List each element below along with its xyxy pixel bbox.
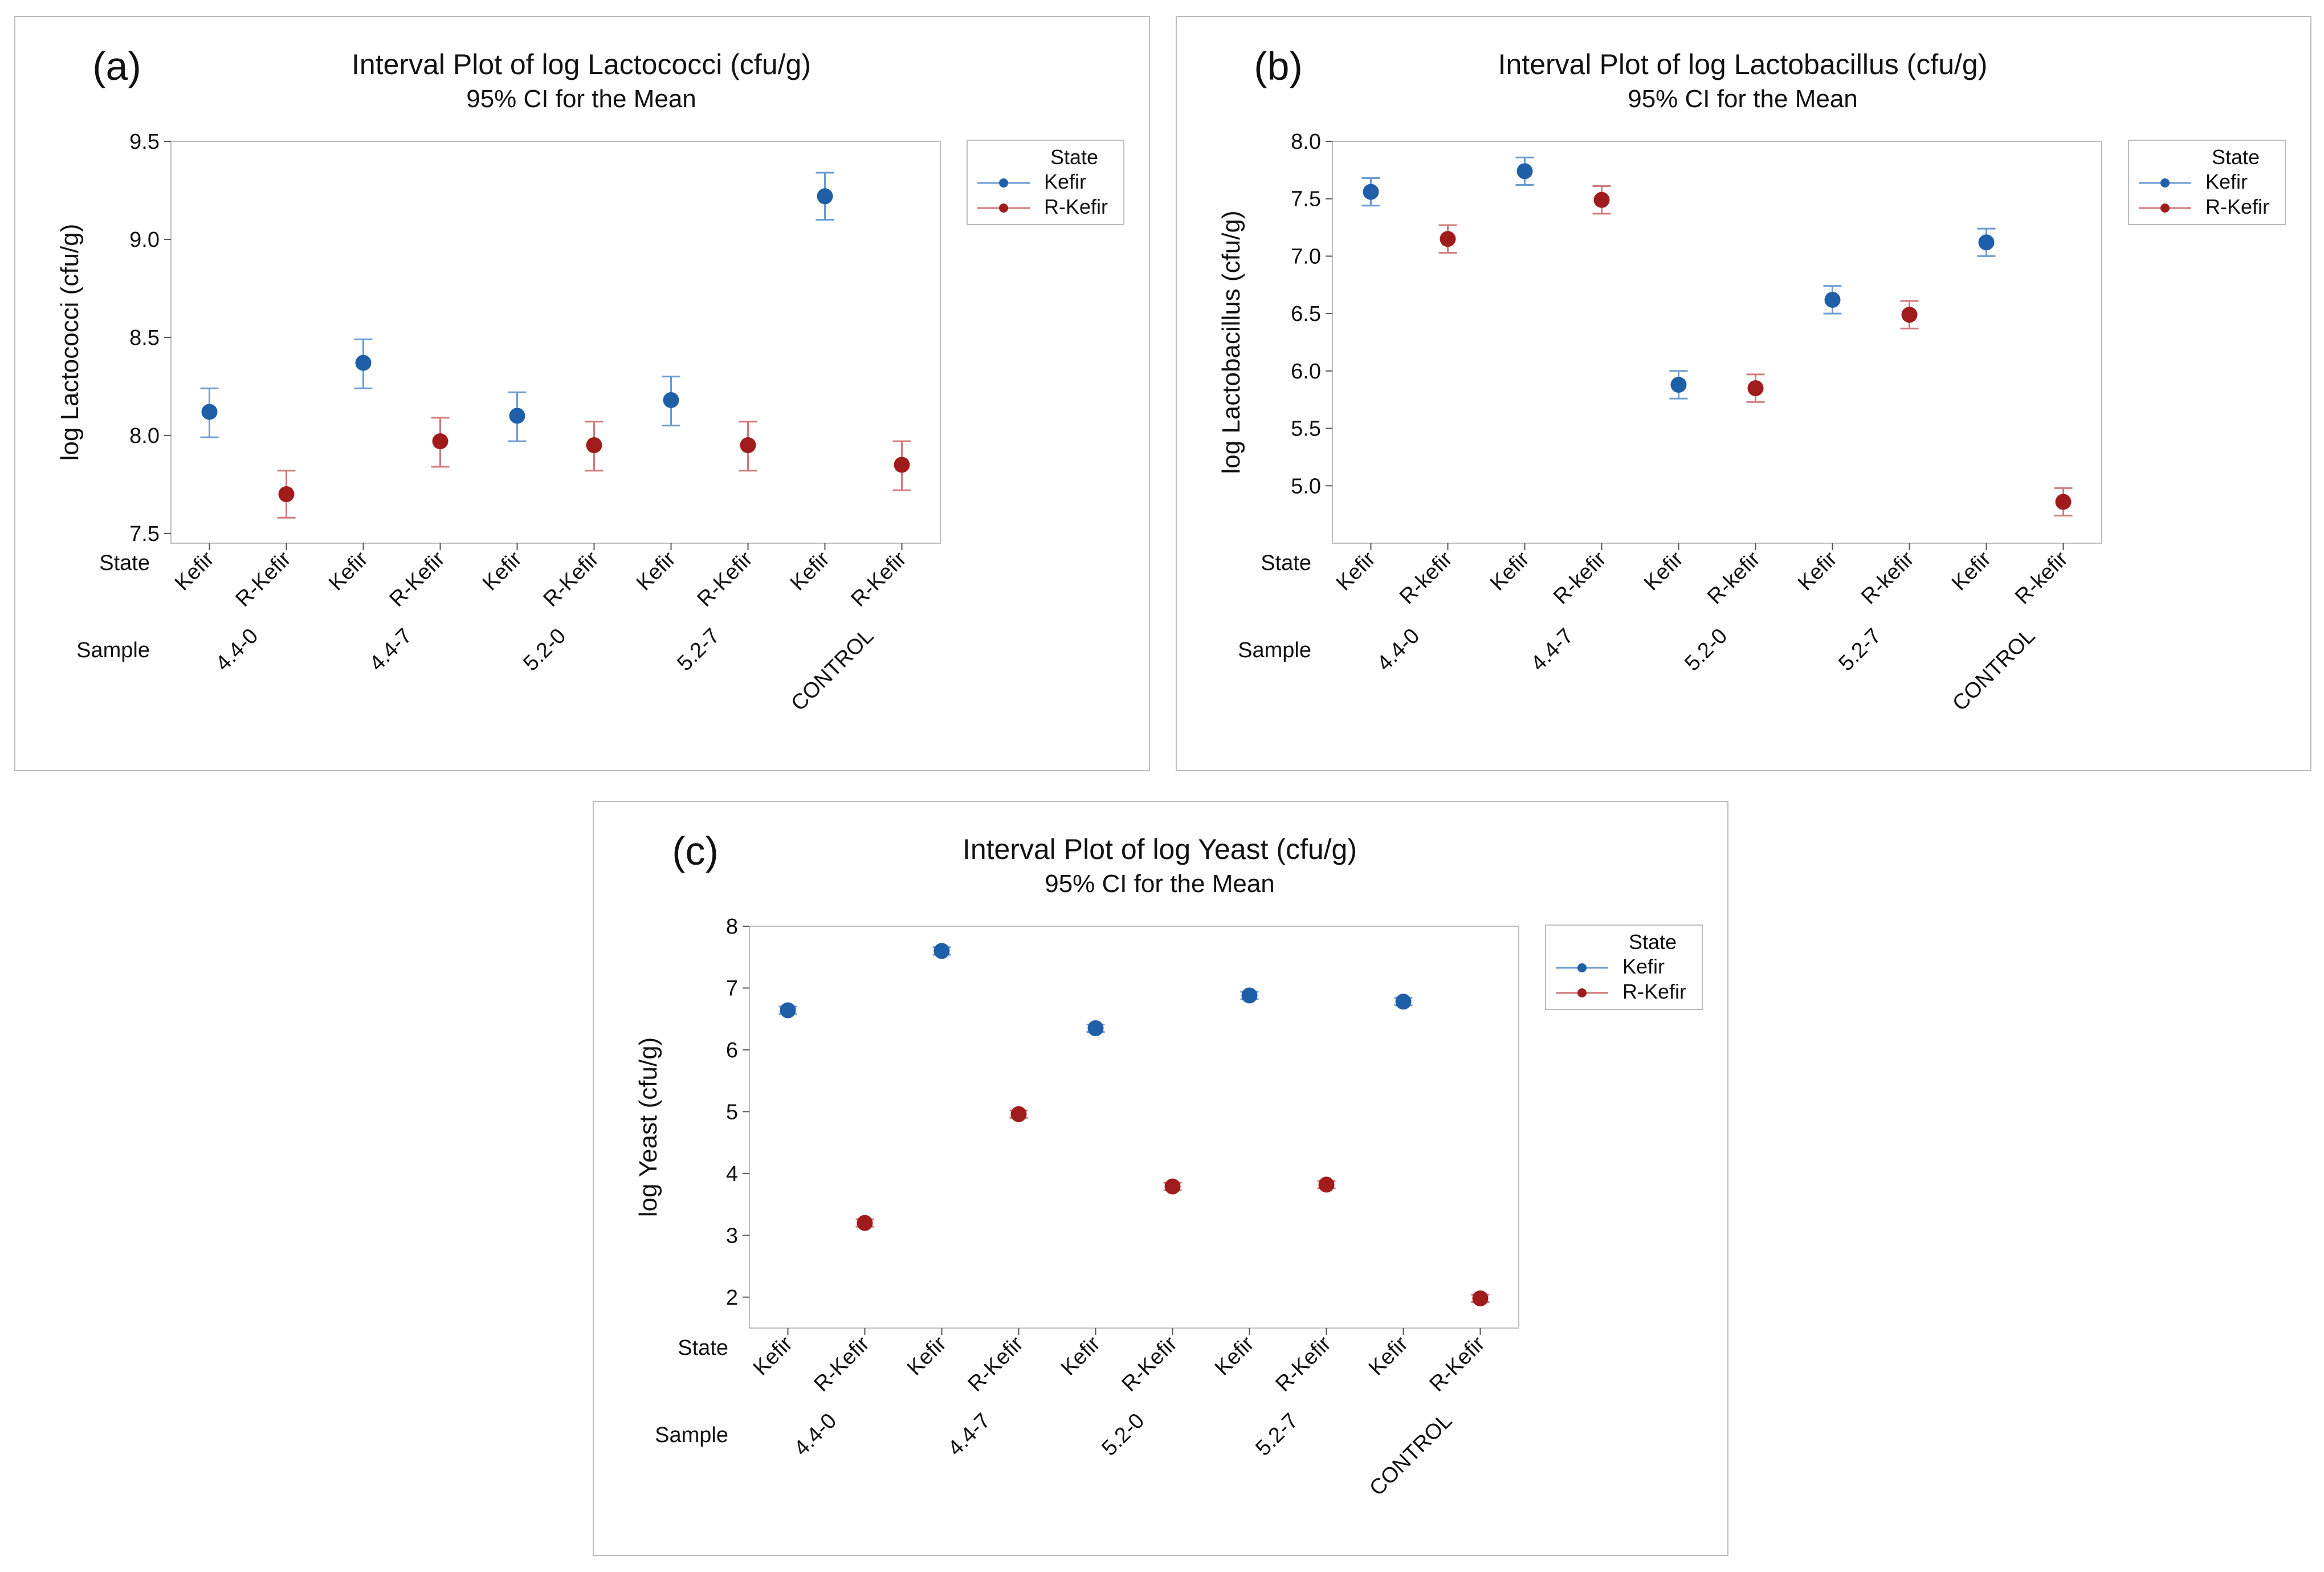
y-tick-label: 6.5 [1291, 302, 1321, 326]
mean-point-kefir [933, 943, 950, 959]
mean-point-kefir [509, 408, 525, 424]
mean-point-r-kefir [432, 433, 449, 450]
y-axis-label: log Yeast (cfu/g) [634, 1037, 662, 1217]
y-tick-label: 4 [726, 1162, 738, 1186]
y-tick-label: 7 [726, 976, 738, 1000]
y-tick-label: 6 [726, 1039, 738, 1062]
legend-item-label: Kefir [1044, 170, 1086, 193]
legend-item-label: R-Kefir [2205, 195, 2269, 218]
y-tick-label: 9.5 [129, 130, 160, 154]
mean-point-kefir [1978, 234, 1995, 251]
mean-point-r-kefir [857, 1215, 873, 1231]
mean-point-r-kefir [1010, 1106, 1027, 1122]
legend-item-label: Kefir [2205, 170, 2248, 193]
legend-marker-r-kefir [1577, 988, 1587, 997]
interval-plot-yeast: (c) Interval Plot of log Yeast (cfu/g) 95%… [593, 801, 1728, 1556]
chart-title: Interval Plot of log Lactobacillus (cfu/… [1498, 48, 1988, 80]
legend-marker-kefir [2160, 178, 2170, 188]
state-row-label: State [99, 551, 150, 575]
y-tick-label: 2 [726, 1286, 738, 1310]
legend-marker-r-kefir [2160, 203, 2170, 213]
mean-point-kefir [817, 188, 833, 205]
y-tick-label: 8 [726, 915, 738, 939]
panel-letter: (a) [92, 44, 141, 88]
plot-area [749, 926, 1519, 1329]
legend-title: State [1629, 930, 1677, 954]
y-tick-label: 5.5 [1291, 417, 1321, 441]
y-axis-label: log Lactobacillus (cfu/g) [1217, 210, 1245, 474]
mean-point-r-kefir [278, 486, 295, 503]
mean-point-kefir [1241, 987, 1258, 1004]
mean-point-r-kefir [1440, 231, 1456, 247]
legend-marker-kefir [999, 178, 1008, 188]
legend-title: State [1050, 145, 1098, 169]
chart-title: Interval Plot of log Yeast (cfu/g) [963, 833, 1357, 865]
mean-point-r-kefir [1593, 192, 1610, 208]
mean-point-kefir [1395, 993, 1412, 1010]
mean-point-kefir [663, 392, 679, 408]
mean-point-kefir [1363, 184, 1379, 200]
y-tick-label: 7.5 [129, 522, 160, 546]
plot-area [170, 141, 941, 544]
y-tick-label: 7.0 [1291, 245, 1321, 268]
panel-letter: (b) [1254, 44, 1303, 88]
legend-item-label: R-Kefir [1044, 195, 1108, 218]
mean-point-r-kefir [1164, 1178, 1181, 1195]
y-tick-label: 8.0 [1291, 130, 1321, 154]
legend-item-label: Kefir [1622, 955, 1665, 978]
y-tick-label: 8.5 [129, 326, 160, 350]
mean-point-kefir [1824, 291, 1841, 308]
y-tick-label: 9.0 [129, 228, 160, 252]
panel-letter: (c) [672, 829, 719, 873]
mean-point-kefir [1087, 1020, 1104, 1036]
chart-panel-b: (b) Interval Plot of log Lactobacillus (c… [1176, 16, 2311, 771]
mean-point-kefir [780, 1002, 796, 1019]
mean-point-kefir [1670, 377, 1687, 393]
mean-point-r-kefir [2055, 494, 2072, 510]
plot-area [1332, 141, 2102, 544]
legend-marker-r-kefir [999, 203, 1008, 213]
y-tick-label: 7.5 [1291, 188, 1321, 211]
mean-point-kefir [201, 404, 218, 420]
chart-subtitle: 95% CI for the Mean [466, 85, 696, 113]
legend-item-label: R-Kefir [1622, 980, 1686, 1003]
mean-point-r-kefir [1318, 1176, 1335, 1193]
state-row-label: State [1261, 551, 1311, 575]
y-tick-label: 5.0 [1291, 474, 1321, 498]
mean-point-r-kefir [894, 457, 910, 473]
sample-row-label: Sample [655, 1423, 728, 1447]
mean-point-r-kefir [740, 437, 756, 454]
sample-row-label: Sample [76, 638, 150, 662]
chart-subtitle: 95% CI for the Mean [1045, 870, 1275, 898]
y-tick-label: 5 [726, 1100, 738, 1124]
mean-point-r-kefir [1747, 380, 1764, 397]
y-tick-label: 8.0 [129, 424, 160, 448]
chart-panel-a: (a) Interval Plot of log Lactococci (cfu/… [14, 16, 1150, 771]
mean-point-r-kefir [586, 437, 602, 454]
y-axis-label: log Lactococci (cfu/g) [56, 224, 84, 461]
legend-marker-kefir [1577, 963, 1587, 972]
y-tick-label: 6.0 [1291, 360, 1321, 384]
mean-point-r-kefir [1901, 307, 1918, 323]
chart-panel-c: (c) Interval Plot of log Yeast (cfu/g) 95%… [593, 801, 1728, 1556]
legend-title: State [2212, 145, 2260, 169]
mean-point-kefir [355, 355, 372, 371]
state-row-label: State [678, 1336, 728, 1360]
interval-plot-lactococci: (a) Interval Plot of log Lactococci (cfu/… [14, 16, 1150, 771]
mean-point-r-kefir [1472, 1290, 1489, 1306]
interval-plot-lactobacillus: (b) Interval Plot of log Lactobacillus (c… [1176, 16, 2311, 771]
chart-subtitle: 95% CI for the Mean [1628, 85, 1858, 113]
y-tick-label: 3 [726, 1224, 738, 1248]
chart-title: Interval Plot of log Lactococci (cfu/g) [352, 48, 811, 80]
mean-point-kefir [1516, 163, 1533, 180]
sample-row-label: Sample [1238, 638, 1311, 662]
